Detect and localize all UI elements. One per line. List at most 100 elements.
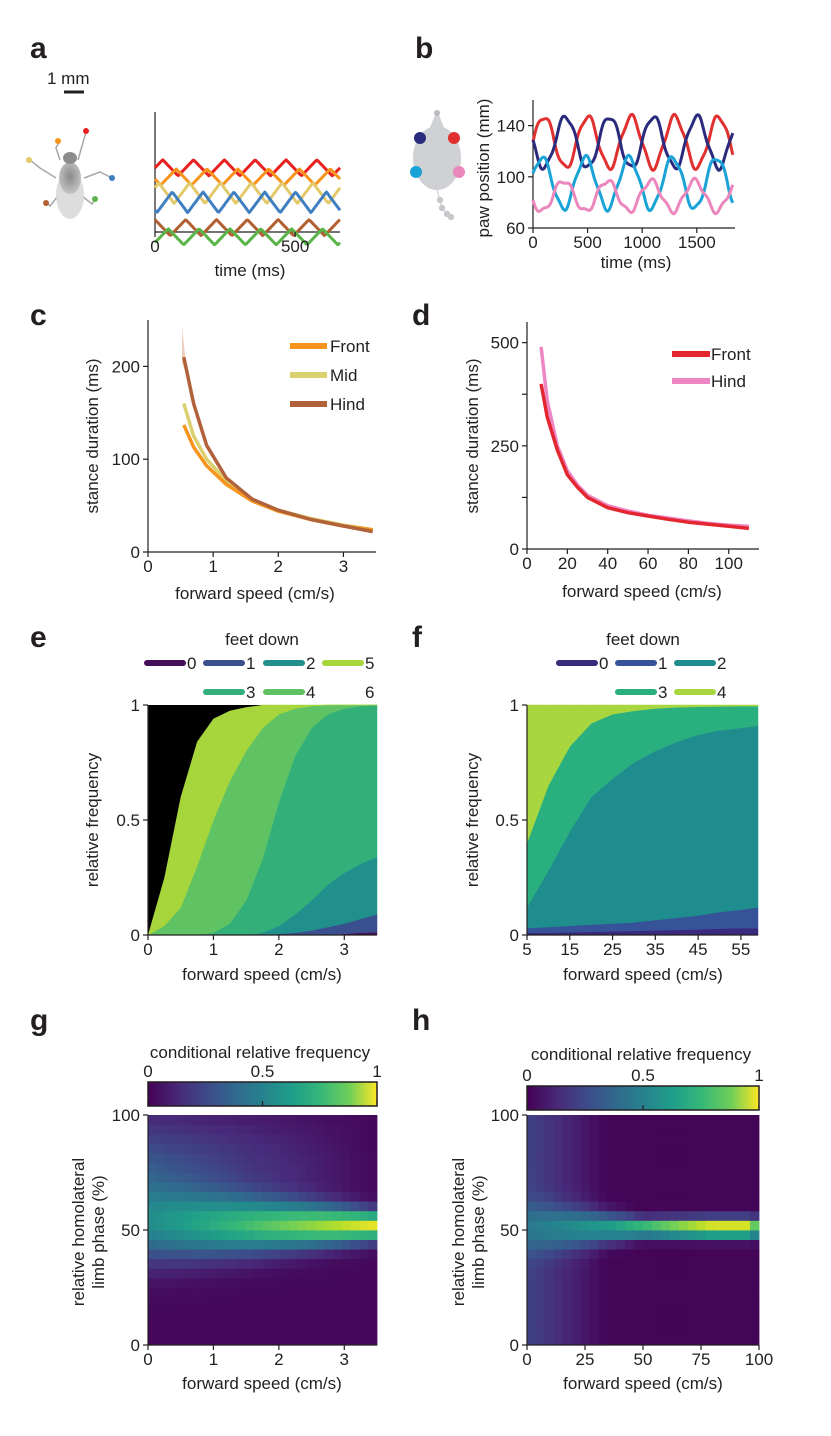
heatmap-cell bbox=[332, 1230, 343, 1240]
heatmap-cell bbox=[288, 1153, 299, 1164]
heatmap-cell bbox=[598, 1201, 608, 1212]
heatmap-cell bbox=[209, 1201, 219, 1212]
heatmap-cell bbox=[253, 1172, 263, 1183]
heatmap-cell bbox=[324, 1220, 334, 1231]
heatmap-cell bbox=[687, 1143, 697, 1154]
heatmap-cell bbox=[634, 1172, 644, 1183]
heatmap-cell bbox=[271, 1210, 281, 1221]
heatmap-cell bbox=[678, 1268, 689, 1279]
heatmap-cell bbox=[209, 1153, 219, 1164]
heatmap-cell bbox=[200, 1191, 211, 1202]
heatmap-cell bbox=[165, 1335, 175, 1346]
heatmap-cell bbox=[288, 1191, 299, 1202]
heatmap-cell bbox=[741, 1143, 751, 1154]
heatmap-cell bbox=[183, 1115, 193, 1125]
heatmap-cell bbox=[183, 1162, 193, 1173]
heatmap-cell bbox=[183, 1172, 193, 1183]
heatmap-cell bbox=[165, 1239, 175, 1250]
heatmap-cell bbox=[705, 1143, 715, 1154]
axis-label-h-y1: relative homolateral bbox=[449, 1158, 468, 1306]
heatmap-cell bbox=[651, 1230, 662, 1240]
heatmap-cell bbox=[253, 1249, 263, 1260]
heatmap-cell bbox=[192, 1201, 202, 1212]
heatmap-cell bbox=[332, 1239, 343, 1250]
heatmap-cell bbox=[209, 1115, 219, 1125]
heatmap-cell bbox=[651, 1306, 662, 1317]
heatmap-cell bbox=[288, 1182, 299, 1193]
heatmap-cell bbox=[598, 1153, 608, 1164]
heatmap-cell bbox=[192, 1297, 202, 1308]
heatmap-cell bbox=[341, 1268, 351, 1279]
heatmap-cell bbox=[174, 1316, 184, 1327]
heatmap-cell bbox=[750, 1316, 760, 1327]
heatmap-cell bbox=[183, 1153, 193, 1164]
heatmap-cell bbox=[732, 1287, 742, 1298]
x-tick-label: 25 bbox=[576, 1350, 595, 1369]
heatmap-cell bbox=[350, 1230, 360, 1240]
heatmap-cell bbox=[598, 1306, 608, 1317]
heatmap-cell bbox=[192, 1182, 202, 1193]
heatmap-cell bbox=[544, 1287, 555, 1298]
heatmap-cell bbox=[148, 1316, 158, 1327]
heatmap-cell bbox=[527, 1162, 537, 1173]
series-line-a-3 bbox=[153, 181, 342, 205]
heatmap-cell bbox=[580, 1220, 590, 1231]
heatmap-cell bbox=[723, 1297, 733, 1308]
heatmap-cell bbox=[705, 1210, 715, 1221]
heatmap-cell bbox=[332, 1220, 343, 1231]
heatmap-cell bbox=[236, 1335, 246, 1346]
heatmap-cell bbox=[553, 1249, 564, 1260]
heatmap-cell bbox=[244, 1134, 255, 1145]
heatmap-cell bbox=[315, 1182, 325, 1193]
heatmap-cell bbox=[253, 1306, 263, 1317]
heatmap-cell bbox=[332, 1306, 343, 1317]
heatmap-cell bbox=[262, 1239, 272, 1250]
heatmap-cell bbox=[732, 1335, 742, 1346]
heatmap-cell bbox=[200, 1201, 211, 1212]
heatmap-cell bbox=[616, 1124, 626, 1135]
heatmap-cell bbox=[306, 1115, 316, 1125]
heatmap-cell bbox=[262, 1172, 272, 1183]
heatmap-cell bbox=[165, 1153, 175, 1164]
heatmap-cell bbox=[156, 1134, 167, 1145]
heatmap-cell bbox=[571, 1134, 581, 1145]
heatmap-cell bbox=[651, 1325, 662, 1336]
heatmap-cell bbox=[324, 1287, 334, 1298]
heatmap-cell bbox=[332, 1297, 343, 1308]
heatmap-cell bbox=[616, 1210, 626, 1221]
heatmap-cell bbox=[341, 1277, 351, 1288]
heatmap-cell bbox=[705, 1306, 715, 1317]
y-tick-label: 0 bbox=[510, 926, 519, 945]
heatmap-cell bbox=[244, 1115, 255, 1125]
heatmap-cell bbox=[368, 1134, 378, 1145]
heatmap-cell bbox=[651, 1277, 662, 1288]
heatmap-cell bbox=[634, 1115, 644, 1125]
heatmap-cell bbox=[271, 1172, 281, 1183]
heatmap-cell bbox=[714, 1239, 724, 1250]
series-line-a-5 bbox=[153, 218, 341, 237]
heatmap-cell bbox=[315, 1230, 325, 1240]
fly-foot-dot bbox=[83, 128, 89, 134]
colorbar-g-title: conditional relative frequency bbox=[150, 1043, 371, 1062]
heatmap-cell bbox=[625, 1239, 635, 1250]
heatmap-cell bbox=[218, 1124, 228, 1135]
heatmap-cell bbox=[732, 1115, 742, 1125]
heatmap-cell bbox=[598, 1287, 608, 1298]
heatmap-cell bbox=[315, 1210, 325, 1221]
heatmap-cell bbox=[750, 1277, 760, 1288]
heatmap-cell bbox=[544, 1325, 555, 1336]
heatmap-cell bbox=[280, 1230, 290, 1240]
heatmap-cell bbox=[687, 1162, 697, 1173]
heatmap-cell bbox=[732, 1258, 742, 1269]
heatmap-cell bbox=[315, 1268, 325, 1279]
heatmap-cell bbox=[174, 1182, 184, 1193]
x-tick-label: 1 bbox=[208, 557, 217, 576]
heatmap-cell bbox=[705, 1249, 715, 1260]
axis-label-h-y2: limb phase (%) bbox=[469, 1175, 488, 1288]
heatmap-cell bbox=[306, 1172, 316, 1183]
heatmap-cell bbox=[535, 1115, 546, 1125]
heatmap-cell bbox=[227, 1287, 237, 1298]
heatmap-cell bbox=[359, 1239, 369, 1250]
heatmap-cell bbox=[227, 1239, 237, 1250]
heatmap-cell bbox=[598, 1191, 608, 1202]
